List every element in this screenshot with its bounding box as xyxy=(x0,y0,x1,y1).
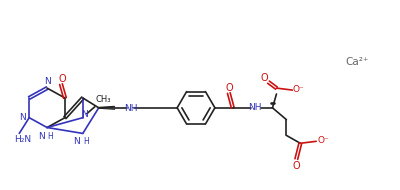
Text: NH: NH xyxy=(124,104,137,113)
Text: H: H xyxy=(83,137,89,146)
Text: NH: NH xyxy=(248,103,261,112)
Text: N: N xyxy=(82,110,88,119)
Text: O: O xyxy=(261,73,268,83)
Text: O⁻: O⁻ xyxy=(317,136,329,145)
Text: Ca²⁺: Ca²⁺ xyxy=(345,58,368,67)
Text: H₂N: H₂N xyxy=(14,135,32,144)
Text: O: O xyxy=(292,161,300,171)
Text: O: O xyxy=(226,83,234,93)
Text: CH₃: CH₃ xyxy=(96,95,112,104)
Text: N: N xyxy=(38,132,44,141)
Text: O⁻: O⁻ xyxy=(292,85,304,94)
Text: N: N xyxy=(44,77,50,86)
Text: N: N xyxy=(74,137,80,146)
Text: N: N xyxy=(19,113,26,122)
Text: O: O xyxy=(58,74,66,84)
Text: H: H xyxy=(47,132,53,141)
